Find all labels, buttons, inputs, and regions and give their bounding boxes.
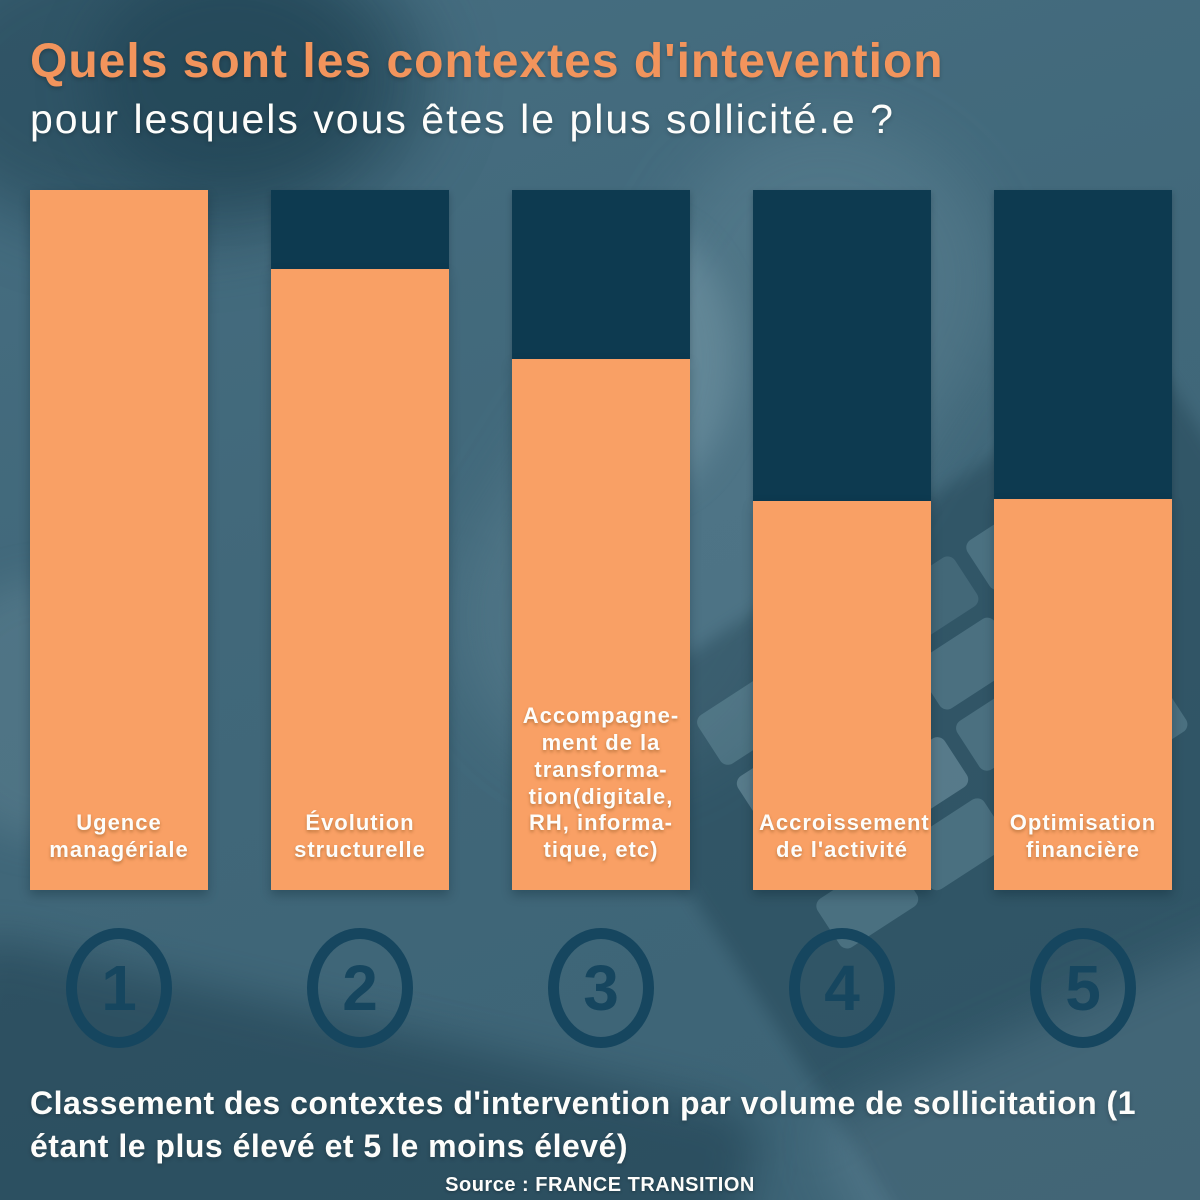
rank-circle-3: 3 [548, 928, 654, 1048]
bar-fill-segment: Ugence managériale [30, 190, 208, 890]
bar-fill-segment: Accompagne- ment de la transforma- tion(… [512, 359, 690, 890]
bar-label: Accroissement de l'activité [759, 810, 930, 863]
bar-label: Évolution structurelle [294, 810, 426, 863]
rank-circle-2: 2 [307, 928, 413, 1048]
chart-caption: Classement des contextes d'intervention … [30, 1085, 1136, 1165]
rank-number: 4 [824, 952, 860, 1024]
bar-empty-segment [753, 190, 931, 501]
source-credit: Source : FRANCE TRANSITION [445, 1174, 755, 1196]
bar-label: Optimisation financière [1009, 810, 1157, 863]
bar-label: Accompagne- ment de la transforma- tion(… [522, 703, 680, 863]
bar-empty-segment [271, 190, 449, 269]
bar-chart: Ugence managériale Évolution structurell… [0, 190, 1200, 890]
bar-label: Ugence managériale [49, 810, 189, 863]
page-title-line1: Quels sont les contextes d'intevention [30, 35, 944, 88]
bar-empty-segment [994, 190, 1172, 499]
rank-number: 1 [101, 952, 137, 1024]
bar-fill-segment: Évolution structurelle [271, 269, 449, 890]
background-silhouette [90, 0, 370, 190]
bar-fill-segment: Accroissement de l'activité [753, 501, 931, 890]
bar-group-2: Évolution structurelle [271, 190, 449, 890]
rank-number: 2 [342, 952, 378, 1024]
bar-group-3: Accompagne- ment de la transforma- tion(… [512, 190, 690, 890]
page-title-line2: pour lesquels vous êtes le plus sollicit… [30, 96, 895, 142]
bar-group-1: Ugence managériale [30, 190, 208, 890]
bar-group-4: Accroissement de l'activité [753, 190, 931, 890]
rank-circle-1: 1 [66, 928, 172, 1048]
bar-fill-segment: Optimisation financière [994, 499, 1172, 890]
rank-circles: 1 2 3 4 5 [0, 928, 1200, 1052]
rank-number: 3 [583, 952, 619, 1024]
rank-circle-4: 4 [789, 928, 895, 1048]
rank-number: 5 [1065, 952, 1101, 1024]
bar-group-5: Optimisation financière [994, 190, 1172, 890]
bar-empty-segment [512, 190, 690, 359]
rank-circle-5: 5 [1030, 928, 1136, 1048]
